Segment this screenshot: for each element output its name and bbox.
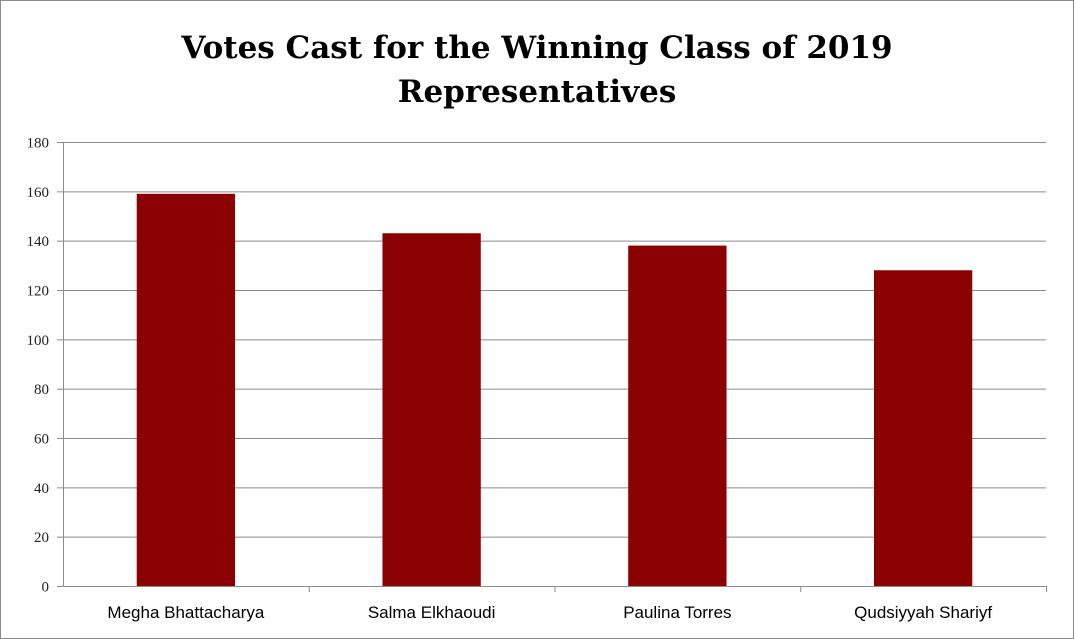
axes	[57, 142, 1047, 592]
x-category-label: Salma Elkhaoudi	[368, 603, 496, 622]
bar	[628, 245, 727, 586]
bar	[382, 233, 481, 586]
y-tick-label: 140	[27, 234, 50, 250]
bar	[873, 270, 973, 586]
y-tick-label: 60	[34, 432, 49, 448]
chart-title-line-1: Votes Cast for the Winning Class of 2019	[181, 30, 893, 66]
x-category-label: Paulina Torres	[623, 603, 731, 622]
y-tick-label: 40	[34, 481, 49, 497]
y-tick-label: 80	[34, 382, 49, 398]
y-tick-label: 100	[27, 333, 50, 349]
x-category-label: Megha Bhattacharya	[107, 603, 264, 622]
chart-title: Votes Cast for the Winning Class of 2019…	[0, 26, 1074, 114]
y-tick-label: 0	[42, 580, 50, 596]
chart-title-line-2: Representatives	[397, 74, 677, 110]
bar	[136, 193, 236, 587]
x-category-label: Qudsiyyah Shariyf	[854, 603, 992, 622]
y-tick-label: 180	[27, 136, 50, 152]
axis-labels: 0 20 40 60 80 100 120 140 160 180 Megha Bhattachar…	[27, 136, 993, 623]
y-tick-label: 120	[27, 284, 50, 300]
bars	[136, 193, 973, 587]
y-tick-label: 160	[27, 185, 50, 201]
y-tick-label: 20	[34, 530, 49, 546]
